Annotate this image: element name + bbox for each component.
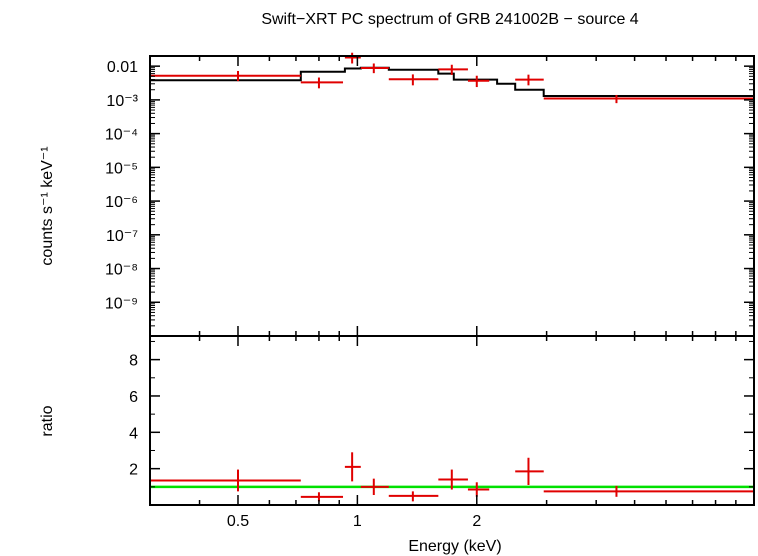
spectrum-data-point <box>344 52 361 64</box>
spectrum-data-point <box>150 70 301 82</box>
spectrum-y-tick-label: 10⁻⁷ <box>106 228 138 245</box>
ratio-y-tick-label: 4 <box>129 425 138 442</box>
spectrum-y-tick-label: 10⁻⁵ <box>105 160 138 177</box>
spectrum-data-point <box>300 77 344 89</box>
spectrum-y-tick-label: 10⁻⁸ <box>105 262 138 279</box>
ratio-y-tick-label: 2 <box>129 462 138 479</box>
spectrum-data-point <box>388 74 439 86</box>
spectrum-y-tick-label: 10⁻³ <box>106 93 138 110</box>
x-axis-label: Energy (keV) <box>408 538 501 555</box>
spectrum-y-tick-label: 10⁻⁶ <box>105 194 138 211</box>
ratio-data-point <box>300 492 344 502</box>
ratio-y-tick-label: 6 <box>129 389 138 406</box>
spectrum-data-point <box>467 75 490 88</box>
x-tick-label: 1 <box>353 513 362 530</box>
top-y-axis-label: counts s⁻¹ keV⁻¹ <box>39 146 56 265</box>
axis-ticks <box>150 56 754 505</box>
ratio-panel-frame <box>149 335 755 506</box>
spectrum-y-tick-label: 0.01 <box>107 59 138 76</box>
spectrum-data-point <box>438 64 468 75</box>
spectrum-data-point <box>515 74 544 86</box>
ratio-data-point <box>360 478 389 496</box>
x-tick-label: 2 <box>472 513 481 530</box>
spectrum-y-tick-label: 10⁻⁹ <box>105 295 138 312</box>
ratio-data-point <box>438 469 468 490</box>
ratio-panel <box>150 336 755 505</box>
chart-title: Swift−XRT PC spectrum of GRB 241002B − s… <box>261 11 638 28</box>
ratio-data-point <box>543 485 754 497</box>
spectrum-y-tick-label: 10⁻⁴ <box>105 127 138 144</box>
ratio-y-axis-label: ratio <box>39 405 56 436</box>
x-tick-label: 0.5 <box>227 513 249 530</box>
ratio-data-point <box>150 469 301 492</box>
ratio-data-point <box>467 482 490 497</box>
spectrum-data-point <box>360 63 389 74</box>
ratio-y-tick-label: 8 <box>129 353 138 370</box>
spectrum-panel <box>150 52 755 336</box>
spectrum-data-point <box>543 94 754 104</box>
model-step-line <box>150 66 754 97</box>
ratio-data-point <box>515 457 544 486</box>
ratio-data-point <box>388 491 439 502</box>
ratio-data-point <box>344 452 361 482</box>
